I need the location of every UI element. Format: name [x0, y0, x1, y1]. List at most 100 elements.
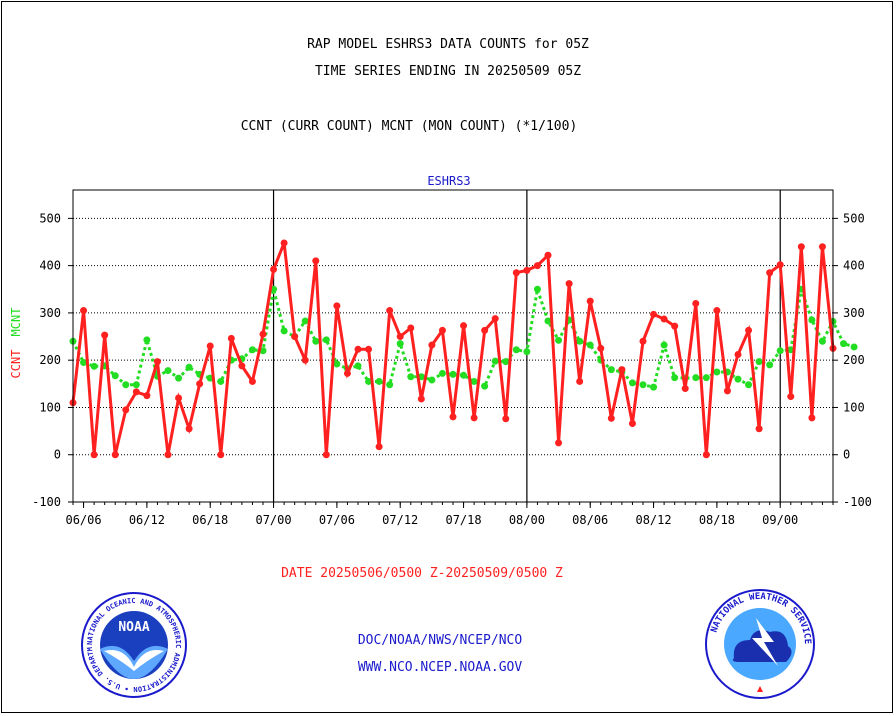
series-point-mcnt — [576, 337, 584, 345]
x-tick-label: 06/18 — [192, 513, 228, 527]
series-point-ccnt — [428, 341, 436, 349]
series-point-mcnt — [533, 285, 541, 293]
series-point-mcnt — [470, 377, 478, 385]
series-point-ccnt — [449, 413, 457, 421]
series-point-ccnt — [343, 369, 351, 377]
series-point-ccnt — [407, 324, 415, 332]
series-point-ccnt — [122, 406, 130, 414]
series-point-ccnt — [227, 334, 235, 342]
x-tick-label: 06/06 — [65, 513, 101, 527]
series-point-ccnt — [776, 261, 784, 269]
series-point-mcnt — [375, 377, 383, 385]
series-point-mcnt — [438, 369, 446, 377]
series-point-mcnt — [217, 377, 225, 385]
series-point-ccnt — [132, 388, 140, 396]
series-point-ccnt — [270, 265, 278, 273]
chart-title-line3: CCNT (CURR COUNT) MCNT (MON COUNT) (*1/1… — [240, 119, 578, 134]
nws-logo: NATIONAL WEATHER SERVICE — [705, 589, 815, 699]
series-point-ccnt — [565, 280, 573, 288]
series-point-mcnt — [745, 381, 753, 389]
series-point-ccnt — [396, 333, 404, 341]
series-point-mcnt — [333, 360, 341, 368]
series-point-ccnt — [438, 326, 446, 334]
series-point-mcnt — [628, 379, 636, 387]
series-point-ccnt — [312, 257, 320, 265]
series-point-mcnt — [132, 381, 140, 389]
website-link[interactable]: WWW.NCO.NCEP.NOAA.GOV — [357, 660, 523, 675]
series-point-ccnt — [766, 269, 774, 277]
noaa-text: NOAA — [118, 620, 149, 635]
series-point-mcnt — [143, 336, 151, 344]
series-point-mcnt — [776, 347, 784, 355]
series-point-mcnt — [766, 361, 774, 369]
series-point-ccnt — [502, 415, 510, 423]
chart-title-line2: TIME SERIES ENDING IN 20250509 05Z — [314, 64, 582, 79]
series-point-mcnt — [850, 343, 858, 351]
series-point-ccnt — [618, 366, 626, 374]
series-point-ccnt — [417, 395, 425, 403]
series-point-mcnt — [80, 359, 88, 367]
series-point-ccnt — [101, 331, 109, 339]
series-point-mcnt — [185, 363, 193, 371]
series-point-ccnt — [143, 392, 151, 400]
series-point-mcnt — [650, 383, 658, 391]
y-tick-label-left: 200 — [39, 353, 61, 367]
series-point-mcnt — [312, 337, 320, 345]
series-point-mcnt — [449, 370, 457, 378]
series-point-ccnt — [153, 358, 161, 366]
series-point-mcnt — [755, 358, 763, 366]
series-point-mcnt — [512, 346, 520, 354]
x-tick-label: 08/06 — [572, 513, 608, 527]
series-point-ccnt — [586, 297, 594, 305]
series-point-ccnt — [80, 307, 88, 315]
series-point-mcnt — [702, 374, 710, 382]
y-tick-label-left: 0 — [54, 448, 61, 462]
x-tick-label: 07/00 — [255, 513, 291, 527]
series-point-ccnt — [555, 439, 563, 447]
series-point-mcnt — [502, 358, 510, 366]
series-point-mcnt — [90, 362, 98, 370]
series-point-ccnt — [639, 337, 647, 345]
series-point-ccnt — [702, 451, 710, 459]
x-tick-label: 09/00 — [762, 513, 798, 527]
series-point-mcnt — [586, 341, 594, 349]
series-point-mcnt — [354, 362, 362, 370]
series-point-mcnt — [818, 337, 826, 345]
y-tick-label-right: 400 — [843, 259, 865, 273]
series-point-ccnt — [734, 351, 742, 359]
y-tick-label-right: 0 — [843, 448, 850, 462]
series-point-mcnt — [396, 340, 404, 348]
series-point-mcnt — [280, 327, 288, 335]
series-point-mcnt — [840, 340, 848, 348]
series-point-ccnt — [628, 420, 636, 428]
series-point-mcnt — [407, 373, 415, 381]
noaa-logo: NATIONAL OCEANIC AND ATMOSPHERIC ADMINIS… — [80, 591, 187, 698]
series-point-mcnt — [555, 336, 563, 344]
series-point-ccnt — [248, 377, 256, 385]
series-point-ccnt — [723, 387, 731, 395]
series-point-mcnt — [460, 371, 468, 379]
series-point-ccnt — [692, 299, 700, 307]
series-point-ccnt — [111, 451, 119, 459]
series-point-mcnt — [607, 366, 615, 374]
series-point-ccnt — [386, 307, 394, 315]
series-point-ccnt — [481, 326, 489, 334]
chart-svg: -100 -100 0 0 100 100 200 200 300 300 400 400 500 500… — [9, 174, 872, 527]
series-point-ccnt — [164, 451, 172, 459]
series-point-mcnt — [671, 374, 679, 382]
y-tick-label-right: 200 — [843, 353, 865, 367]
series-point-ccnt — [491, 315, 499, 323]
x-tick-label: 07/06 — [319, 513, 355, 527]
y-tick-label-left: -100 — [32, 495, 61, 509]
series-point-ccnt — [671, 322, 679, 330]
series-point-ccnt — [90, 451, 98, 459]
series-point-ccnt — [333, 302, 341, 310]
series-point-ccnt — [175, 394, 183, 402]
series-point-ccnt — [470, 414, 478, 422]
org-path: DOC/NOAA/NWS/NCEP/NCO — [357, 633, 523, 648]
series-point-mcnt — [491, 357, 499, 365]
series-point-mcnt — [164, 367, 172, 375]
series-point-mcnt — [111, 372, 119, 380]
series-point-mcnt — [301, 317, 309, 325]
series-point-ccnt — [523, 266, 531, 274]
